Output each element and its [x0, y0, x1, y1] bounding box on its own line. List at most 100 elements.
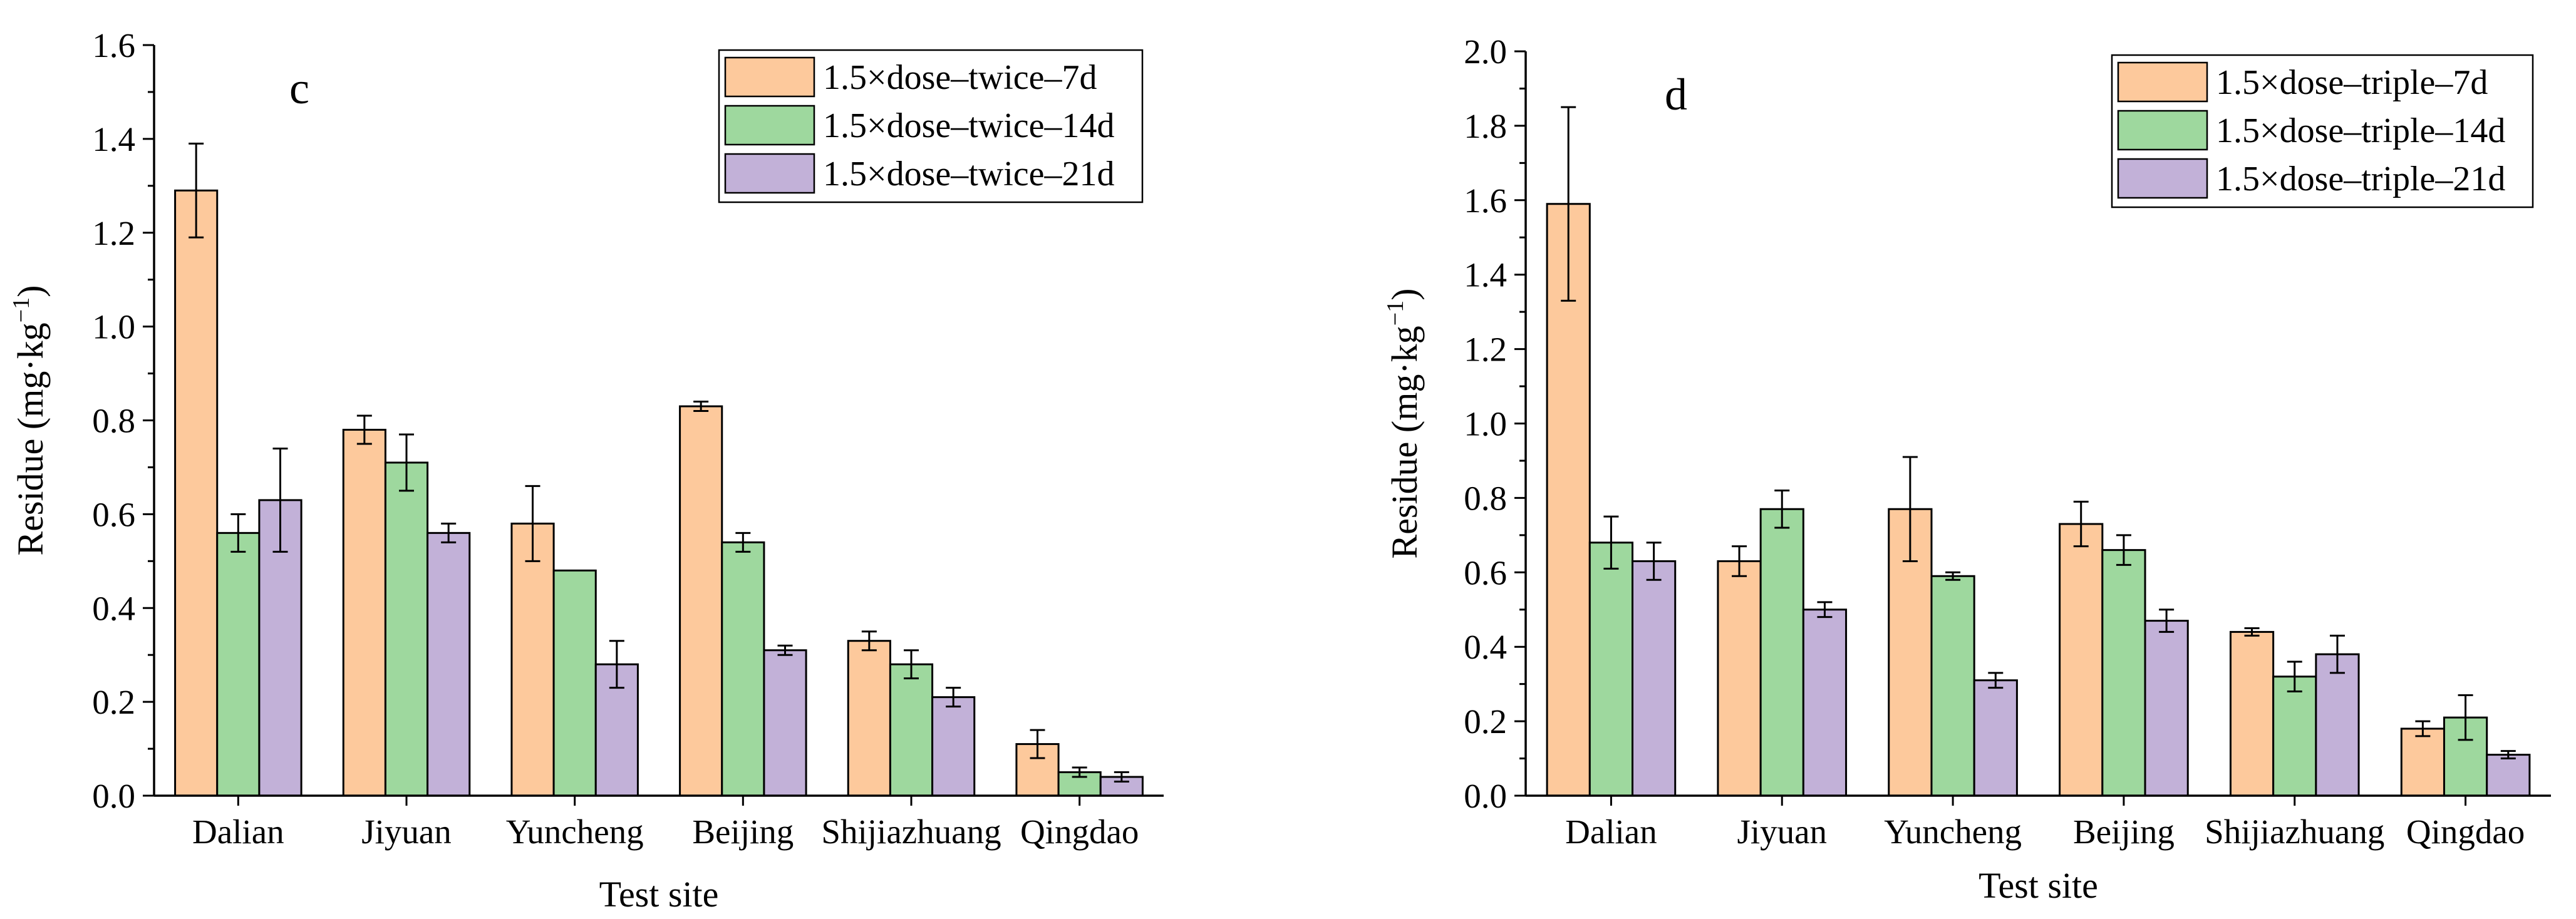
- y-tick-label-c-6: 1.2: [92, 214, 135, 252]
- error-bar-d-beijing-series-1: [2073, 500, 2089, 548]
- error-bar-d-shijiazhuang-series-2: [2287, 660, 2302, 693]
- bar-d-beijing-series-1: [2059, 523, 2104, 797]
- error-bar-c-beijing-series-2: [735, 531, 751, 553]
- error-bar-d-beijing-series-3: [2159, 608, 2175, 633]
- bar-c-jiyuan-series-3: [427, 531, 471, 797]
- y-tick-label-c-0: 0.0: [92, 777, 135, 815]
- error-bar-c-beijing-series-3: [777, 644, 793, 656]
- x-tick-label-beijing: Beijing: [692, 813, 794, 851]
- bar-d-yuncheng-series-2: [1930, 575, 1975, 797]
- y-axis-title-exponent: −1: [8, 297, 34, 322]
- bar-c-beijing-series-1: [679, 405, 723, 797]
- y-tick-label-c-1: 0.2: [92, 683, 135, 721]
- error-bar-d-qingdao-series-3: [2500, 750, 2516, 760]
- legend-swatch-1: [2117, 61, 2208, 103]
- y-tick-label-c-2: 0.4: [92, 589, 135, 627]
- bar-c-shijiazhuang-series-2: [889, 663, 934, 797]
- y-axis-title-close: ): [1384, 289, 1425, 300]
- panel-label-c: c: [289, 63, 309, 113]
- x-tick-label-jiyuan: Jiyuan: [1737, 813, 1827, 851]
- y-tick-label-d-9: 1.8: [1464, 107, 1507, 145]
- error-bar-c-qingdao-series-2: [1072, 766, 1087, 778]
- bar-c-yuncheng-series-2: [552, 569, 597, 797]
- bar-d-dalian-series-2: [1588, 542, 1634, 797]
- error-bar-c-shijiazhuang-series-3: [946, 687, 961, 708]
- y-tick-label-c-4: 0.8: [92, 402, 135, 440]
- y-axis-title-main: Residue (mg·kg: [1384, 326, 1425, 558]
- bar-d-dalian-series-3: [1632, 560, 1677, 797]
- bar-d-beijing-series-2: [2101, 549, 2146, 797]
- x-tick-label-shijiazhuang: Shijiazhuang: [821, 813, 1001, 851]
- chart-panel-d: Dalian Jiyuan Yuncheng Beijing Shijiazhuang Q…: [1382, 33, 2551, 906]
- error-bar-d-dalian-series-2: [1603, 515, 1619, 570]
- error-bar-d-dalian-series-3: [1646, 542, 1662, 581]
- y-tick-label-d-10: 2.0: [1464, 33, 1507, 71]
- bar-d-shijiazhuang-series-2: [2272, 675, 2317, 797]
- bar-d-yuncheng-series-3: [1973, 679, 2018, 797]
- x-tick-label-dalian: Dalian: [192, 813, 284, 851]
- error-bar-d-shijiazhuang-series-3: [2329, 634, 2345, 674]
- error-bar-d-qingdao-series-2: [2458, 694, 2473, 741]
- error-bar-d-shijiazhuang-series-1: [2244, 627, 2260, 637]
- chart-panel-c: Dalian Jiyuan Yuncheng Beijing Shijiazhuang Q…: [8, 26, 1164, 915]
- legend-c: 1.5×dose–twice–7d 1.5×dose–twice–14d 1.5×d…: [718, 49, 1144, 203]
- bar-d-jiyuan-series-1: [1717, 560, 1762, 797]
- y-axis-title-d: Residue (mg·kg−1): [1382, 289, 1425, 559]
- legend-swatch-1: [724, 56, 815, 98]
- x-tick-label-yuncheng: Yuncheng: [506, 813, 644, 851]
- y-tick-label-d-1: 0.2: [1464, 702, 1507, 741]
- bar-d-dalian-series-1: [1546, 203, 1591, 797]
- legend-swatch-2: [2117, 110, 2208, 151]
- error-bar-c-qingdao-series-3: [1114, 771, 1129, 783]
- x-tick-label-yuncheng: Yuncheng: [1884, 813, 2022, 851]
- bar-c-yuncheng-series-1: [510, 522, 555, 797]
- error-bar-d-qingdao-series-1: [2415, 720, 2431, 737]
- legend-label-2: 1.5×dose–triple–14d: [2216, 111, 2505, 150]
- error-bar-d-dalian-series-1: [1561, 106, 1576, 302]
- bar-c-shijiazhuang-series-1: [847, 640, 891, 797]
- y-axis-title-c: Residue (mg·kg−1): [8, 285, 51, 556]
- legend-swatch-3: [2117, 158, 2208, 199]
- error-bar-d-yuncheng-series-2: [1945, 571, 1961, 581]
- y-tick-label-d-4: 0.8: [1464, 479, 1507, 517]
- x-axis-title-d: Test site: [1979, 865, 2098, 906]
- error-bar-d-yuncheng-series-1: [1902, 456, 1918, 562]
- error-bar-c-jiyuan-series-3: [441, 522, 457, 543]
- error-bar-c-qingdao-series-1: [1030, 729, 1045, 759]
- bar-c-beijing-series-2: [721, 541, 765, 797]
- bar-d-shijiazhuang-series-1: [2229, 630, 2275, 797]
- x-tick-label-beijing: Beijing: [2073, 813, 2175, 851]
- error-bar-c-shijiazhuang-series-2: [904, 649, 919, 680]
- legend-label-3: 1.5×dose–triple–21d: [2216, 160, 2505, 198]
- y-tick-label-c-7: 1.4: [92, 120, 135, 158]
- bar-d-beijing-series-3: [2144, 620, 2189, 797]
- error-bar-c-dalian-series-2: [230, 513, 246, 553]
- y-tick-label-c-8: 1.6: [92, 26, 135, 64]
- error-bar-c-dalian-series-1: [189, 142, 204, 239]
- y-axis-title-main: Residue (mg·kg: [10, 322, 51, 555]
- legend-d: 1.5×dose–triple–7d 1.5×dose–triple–14d 1.5…: [2111, 54, 2534, 208]
- x-tick-label-jiyuan: Jiyuan: [361, 813, 452, 851]
- y-tick-label-d-7: 1.4: [1464, 256, 1507, 294]
- legend-label-2: 1.5×dose–twice–14d: [823, 106, 1115, 145]
- bar-c-dalian-series-2: [216, 531, 261, 797]
- panel-label-d: d: [1665, 69, 1687, 120]
- y-tick-label-d-6: 1.2: [1464, 331, 1507, 369]
- y-tick-label-d-5: 1.0: [1464, 405, 1507, 443]
- bar-c-jiyuan-series-1: [342, 428, 386, 797]
- y-axis-title-close: ): [10, 285, 51, 297]
- legend-label-1: 1.5×dose–triple–7d: [2216, 63, 2488, 102]
- bar-c-dalian-series-1: [174, 189, 219, 797]
- error-bar-d-jiyuan-series-2: [1774, 490, 1790, 529]
- error-bar-c-jiyuan-series-2: [399, 433, 414, 492]
- bar-c-shijiazhuang-series-3: [931, 696, 976, 797]
- x-tick-label-qingdao: Qingdao: [1020, 813, 1139, 851]
- x-tick-label-dalian: Dalian: [1565, 813, 1657, 851]
- y-tick-label-d-3: 0.6: [1464, 553, 1507, 592]
- y-axis-title-exponent: −1: [1382, 300, 1409, 326]
- y-tick-label-d-2: 0.4: [1464, 628, 1507, 666]
- error-bar-c-yuncheng-series-3: [609, 640, 624, 689]
- error-bar-c-yuncheng-series-1: [525, 485, 541, 562]
- y-tick-label-c-5: 1.0: [92, 308, 135, 346]
